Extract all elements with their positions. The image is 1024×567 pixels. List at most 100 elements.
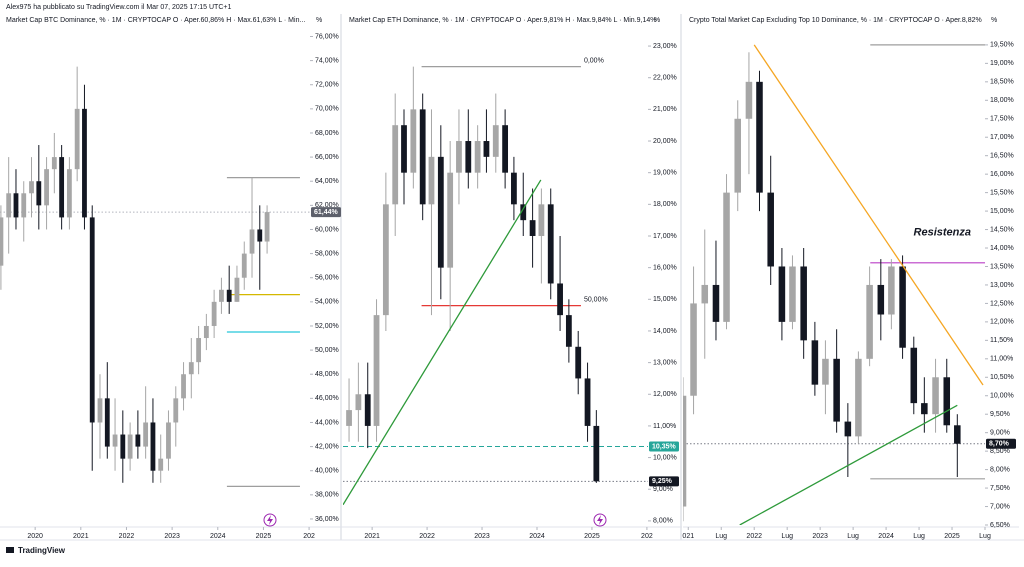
candle-body	[767, 192, 774, 267]
price-label-bg	[311, 207, 341, 218]
candle-body	[921, 403, 928, 415]
x-tick-label: 2024	[210, 533, 226, 540]
alert-icon	[263, 513, 277, 527]
x-tick-label: Lug	[979, 533, 991, 540]
alert-circle	[593, 513, 607, 527]
x-tick-label: Lug	[781, 533, 793, 540]
price-label-bg	[649, 441, 679, 452]
y-tick-label: 8,00%	[653, 518, 673, 525]
chart-title: Market Cap ETH Dominance, % · 1M · CRYPT…	[349, 17, 656, 24]
candle-body	[502, 125, 509, 173]
candle-body	[811, 340, 819, 385]
price-label-bg	[986, 438, 1016, 449]
candle-body	[734, 118, 741, 193]
y-tick-label: 17,50%	[990, 116, 1014, 123]
x-tick-label: Lug	[913, 533, 925, 540]
candle-body	[249, 229, 255, 254]
candle-body	[723, 192, 730, 322]
y-tick-label: 7,00%	[990, 503, 1010, 510]
x-tick-label: 2020	[27, 533, 43, 540]
y-tick-label: 19,00%	[990, 60, 1014, 67]
y-tick-label: 10,00%	[653, 454, 677, 461]
candle-body	[492, 125, 499, 157]
candle-body	[447, 172, 454, 268]
alert-bolt	[267, 515, 273, 525]
candle-body	[410, 109, 417, 173]
x-tick-label: 2023	[812, 533, 828, 540]
candle-body	[520, 204, 527, 221]
candle-body	[166, 422, 171, 459]
x-tick-label: 2025	[256, 533, 272, 540]
candle-body	[511, 172, 517, 205]
candle-body	[778, 266, 786, 322]
candle-body	[844, 421, 852, 437]
candle-body	[127, 434, 133, 459]
logo-text: TradingView	[18, 546, 66, 555]
candle-body	[437, 156, 444, 268]
x-tick-label: 2023	[474, 533, 490, 540]
chart-title: Crypto Total Market Cap Excluding Top 10…	[689, 17, 982, 24]
candle-body	[474, 141, 481, 173]
y-tick-label: 10,50%	[990, 374, 1014, 381]
y-tick-label: 11,00%	[653, 423, 676, 430]
price-label-bg	[649, 476, 679, 487]
price-label: 9,25%	[652, 478, 673, 485]
candle-body	[701, 284, 709, 304]
y-tick-label: 12,00%	[990, 319, 1014, 326]
candle-body	[382, 204, 389, 316]
candle-body	[428, 156, 435, 205]
y-tick-label: 18,00%	[990, 97, 1014, 104]
candle-body	[234, 277, 240, 302]
candle-body	[82, 108, 87, 218]
x-tick-label: 2021	[364, 533, 380, 540]
y-tick-label: 68,00%	[315, 130, 339, 137]
candle-body	[104, 398, 110, 447]
x-tick-label: 2025	[584, 533, 600, 540]
y-tick-label: 52,00%	[315, 323, 339, 330]
x-tick-label: Lug	[847, 533, 859, 540]
unit-label: %	[991, 17, 997, 24]
candle-body	[211, 301, 217, 326]
x-tick-label: 2022	[419, 533, 435, 540]
logo-mark	[6, 547, 14, 553]
candle-body	[0, 217, 4, 266]
candle-body	[575, 346, 582, 379]
y-tick-label: 66,00%	[315, 154, 339, 161]
price-label: 61,44%	[314, 209, 339, 216]
candle-body	[219, 289, 224, 302]
tradingview-logo: TradingView	[6, 546, 66, 555]
y-tick-label: 11,00%	[990, 356, 1013, 363]
candle-body	[44, 169, 49, 206]
line-label: 50,00%	[584, 296, 608, 303]
x-tick-label: 2021	[73, 533, 89, 540]
y-tick-label: 56,00%	[315, 275, 339, 282]
y-tick-label: 36,00%	[315, 516, 339, 523]
candle-body	[135, 434, 141, 447]
x-tick-label: 2024	[878, 533, 894, 540]
alert-bolt	[597, 515, 603, 525]
candle-body	[899, 266, 906, 348]
candle-body	[855, 358, 862, 437]
unit-label: %	[316, 17, 322, 24]
candle-body	[226, 289, 232, 302]
candle-body	[932, 377, 939, 415]
candle-body	[538, 204, 545, 236]
y-tick-label: 46,00%	[315, 395, 339, 402]
candle-body	[954, 425, 961, 444]
y-tick-label: 14,00%	[990, 245, 1014, 252]
candle-body	[6, 193, 12, 218]
candle-body	[557, 283, 563, 316]
unit-label: %	[654, 17, 660, 24]
y-tick-label: 9,00%	[990, 430, 1010, 437]
y-tick-label: 18,00%	[653, 201, 677, 208]
price-label: 8,70%	[989, 441, 1010, 448]
candle-body	[910, 347, 918, 404]
y-tick-label: 14,50%	[990, 226, 1014, 233]
publish-header: Alex975 ha pubblicato su TradingView.com…	[6, 4, 231, 11]
candle-body	[346, 410, 352, 426]
candle-body	[745, 81, 753, 119]
candle-body	[112, 434, 118, 447]
y-tick-label: 40,00%	[315, 468, 339, 475]
